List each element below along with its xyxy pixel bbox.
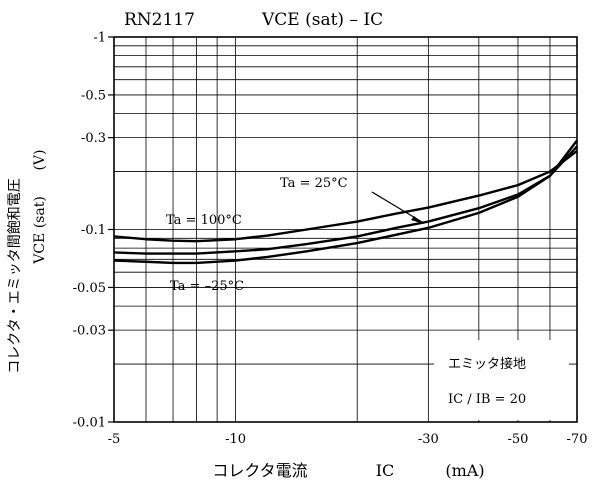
y-tick-label: -0.5 (81, 88, 106, 103)
x-tick-label: -70 (567, 432, 588, 447)
y-axis-label-symbol: VCE (sat) (V) (32, 149, 48, 264)
chart-part-number: RN2117 (124, 10, 195, 30)
note-box-bg (434, 340, 569, 420)
x-axis-label-sym: IC (376, 461, 395, 480)
series-line-0 (113, 149, 578, 243)
y-tick-label: -0.05 (73, 281, 106, 296)
series-line-1 (113, 145, 578, 255)
chart-formula: VCE (sat) – IC (261, 10, 383, 30)
x-tick-label: -30 (418, 432, 439, 447)
y-ticks: -1 -0.5 -0.3 -0.1 -0.05 -0.03 -0.01 (73, 31, 114, 431)
x-tick-label: -5 (108, 432, 121, 447)
y-axis-label-unit: (V) (32, 149, 48, 170)
label-ta-25: Ta = 25°C (280, 176, 348, 191)
note-common-emitter: エミッタ接地 (448, 356, 526, 372)
y-axis-label-jp: コレクタ・エミッタ間飽和電圧 (6, 178, 23, 373)
x-axis-label-jp: コレクタ電流 (212, 461, 307, 480)
y-tick-label: -0.01 (73, 416, 106, 431)
series-line-2 (113, 139, 578, 265)
y-axis-label: コレクタ・エミッタ間飽和電圧 (6, 178, 23, 373)
y-tick-label: -1 (93, 31, 106, 46)
x-axis-label-unit: (mA) (445, 461, 484, 480)
label-ta-25-arrowhead (411, 216, 424, 224)
y-axis-label-sym: VCE (sat) (32, 196, 48, 265)
x-tick-label: -10 (225, 432, 246, 447)
y-tick-label: -0.03 (73, 324, 106, 339)
curves (113, 139, 578, 265)
label-ta-100: Ta = 100°C (166, 213, 242, 228)
x-tick-label: -50 (508, 432, 529, 447)
y-tick-label: -0.1 (81, 223, 106, 238)
y-tick-label: -0.3 (81, 131, 106, 146)
label-ta-m25: Ta = –25°C (170, 279, 244, 294)
x-ticks: -5 -10 -30 -50 -70 (108, 432, 588, 447)
note-current-ratio: IC / IB = 20 (448, 392, 526, 407)
